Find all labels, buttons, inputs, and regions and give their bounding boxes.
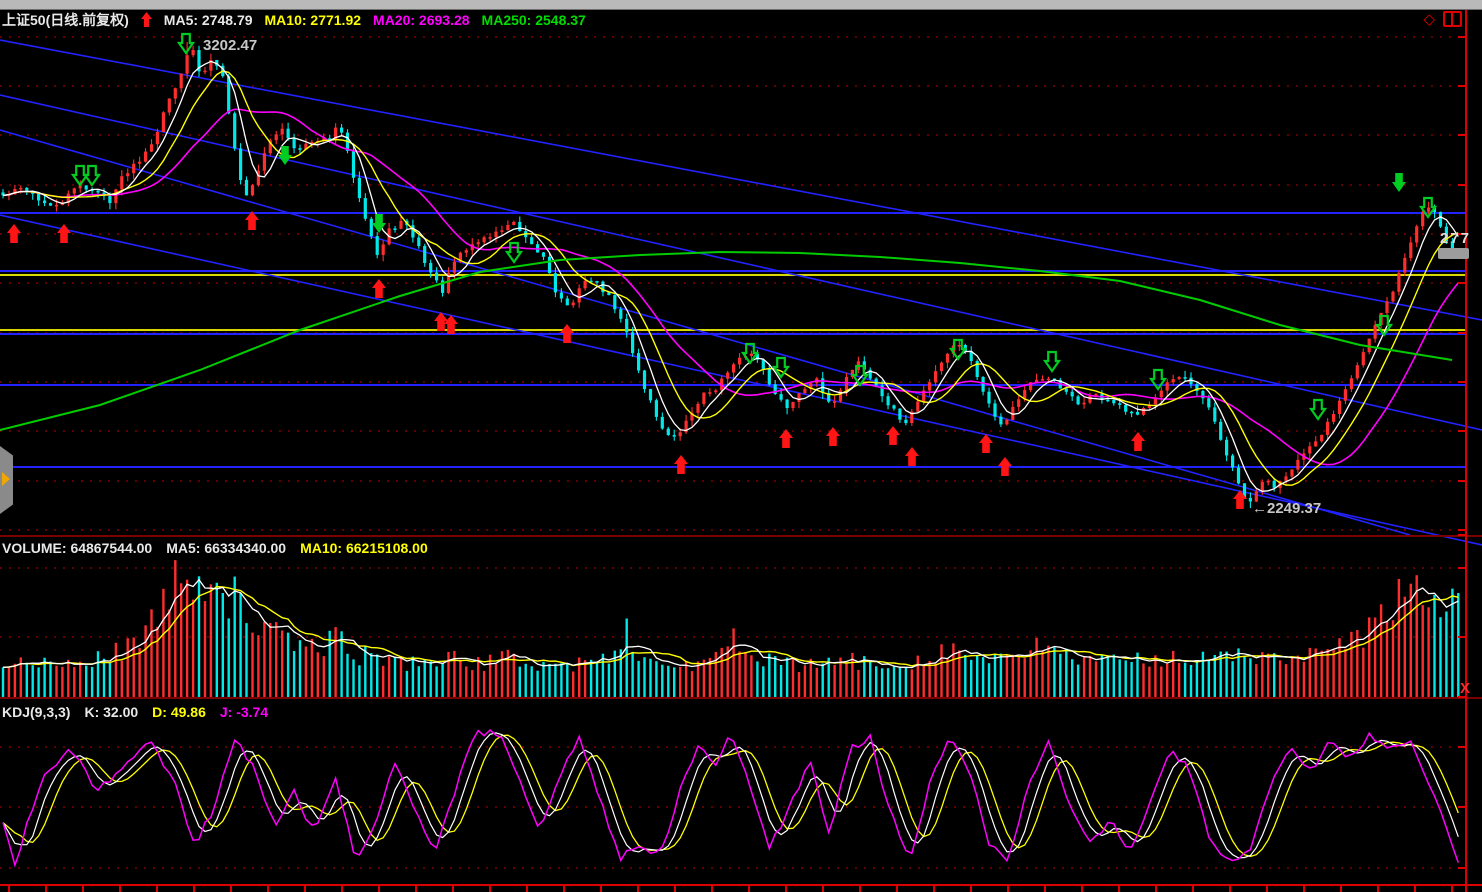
right-triangle-icon: [2, 472, 10, 486]
kdj-name: KDJ(9,3,3): [2, 704, 71, 720]
symbol-title: 上证50(日线.前复权): [2, 11, 129, 28]
sidebar-expand-handle[interactable]: [0, 446, 13, 514]
kdj-d-readout: D: 49.86: [152, 704, 206, 720]
trough-price-label: ←2249.37: [1252, 500, 1322, 517]
split-window-icon[interactable]: [1443, 11, 1462, 27]
diamond-icon[interactable]: ◇: [1423, 10, 1435, 28]
volume-header: VOLUME: 64867544.00 MA5: 66334340.00 MA1…: [2, 539, 428, 557]
window-top-strip: [0, 0, 1482, 10]
up-arrow-icon: [140, 12, 152, 27]
volume-ma5-readout: MA5: 66334340.00: [166, 540, 287, 556]
kdj-j-readout: J: -3.74: [219, 704, 269, 720]
last-price-tag-label: 277: [1440, 230, 1472, 247]
ma250-readout: MA250: 2548.37: [481, 11, 586, 28]
peak-price-label: 3202.47: [203, 37, 258, 54]
main-chart-header: 上证50(日线.前复权) MA5: 2748.79 MA10: 2771.92 …: [2, 10, 586, 29]
header-icons: ◇: [1423, 11, 1462, 27]
volume-readout: VOLUME: 64867544.00: [2, 540, 153, 556]
kdj-header: KDJ(9,3,3) K: 32.00 D: 49.86 J: -3.74: [2, 703, 268, 721]
ma10-readout: MA10: 2771.92: [264, 11, 362, 28]
ma5-readout: MA5: 2748.79: [163, 11, 253, 28]
volume-ma10-readout: MA10: 66215108.00: [300, 540, 428, 556]
close-pane-icon[interactable]: X: [1460, 680, 1471, 697]
ma20-readout: MA20: 2693.28: [373, 11, 470, 28]
kdj-k-readout: K: 32.00: [84, 704, 139, 720]
